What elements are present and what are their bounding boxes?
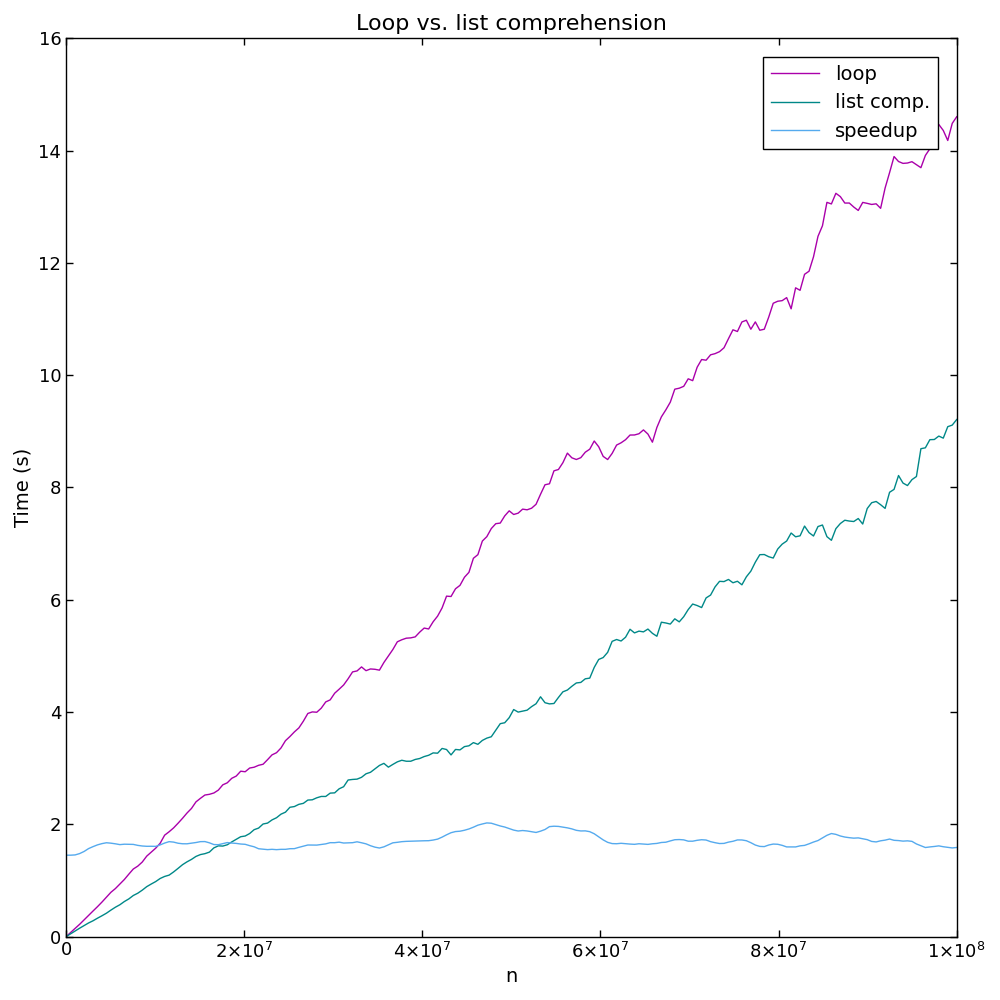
list comp. (906, 474, 918, 486)
list comp. (875, 499, 887, 511)
list comp. (96, 910, 108, 922)
loop (60, 931, 72, 943)
speedup (481, 817, 493, 829)
loop (96, 896, 108, 908)
list comp. (226, 836, 238, 848)
loop (906, 156, 918, 168)
loop (114, 878, 126, 890)
loop (297, 715, 309, 727)
loop (226, 772, 238, 784)
speedup (910, 838, 922, 850)
loop (951, 111, 963, 123)
list comp. (114, 899, 126, 911)
Legend: loop, list comp., speedup: loop, list comp., speedup (763, 57, 938, 149)
speedup (60, 849, 72, 861)
Line: speedup: speedup (66, 823, 957, 855)
list comp. (951, 414, 963, 426)
Line: loop: loop (66, 117, 957, 937)
Title: Loop vs. list comprehension: Loop vs. list comprehension (356, 14, 667, 34)
speedup (951, 841, 963, 853)
loop (875, 202, 887, 214)
speedup (879, 834, 891, 846)
speedup (297, 840, 309, 852)
speedup (226, 837, 238, 849)
Line: list comp.: list comp. (66, 420, 957, 937)
X-axis label: n: n (505, 967, 518, 986)
Y-axis label: Time (s): Time (s) (14, 448, 33, 527)
speedup (114, 839, 126, 851)
speedup (96, 838, 108, 850)
list comp. (297, 797, 309, 809)
list comp. (60, 931, 72, 943)
